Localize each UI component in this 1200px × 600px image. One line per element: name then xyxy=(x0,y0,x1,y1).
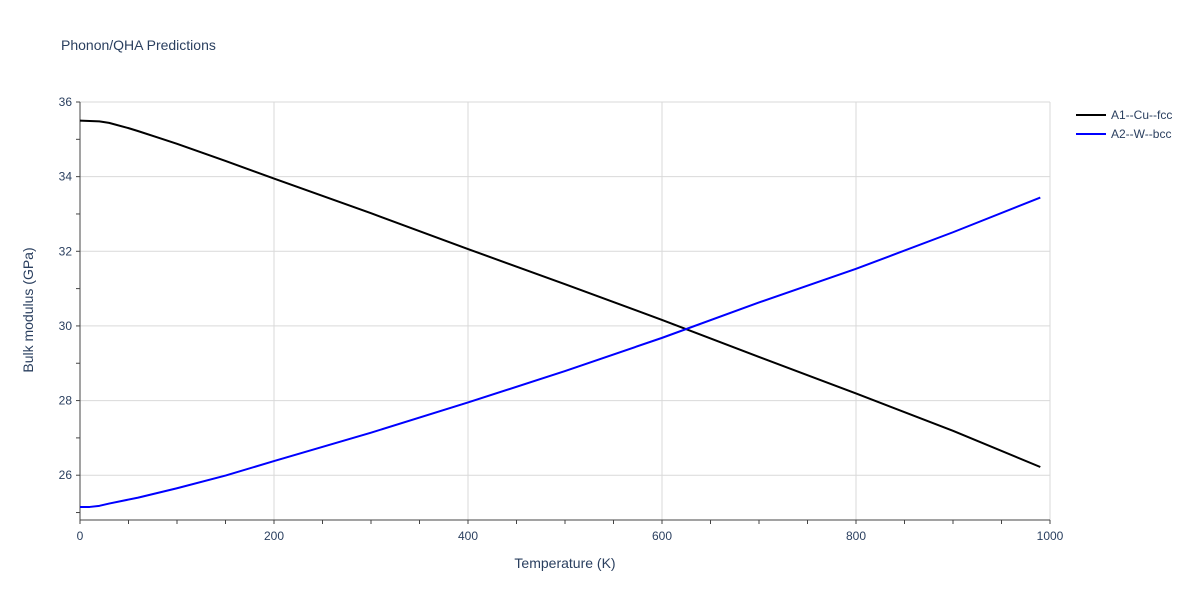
legend-label: A2--W--bcc xyxy=(1111,127,1171,141)
x-tick-label: 400 xyxy=(458,529,478,543)
series-line-1 xyxy=(79,119,1041,468)
y-tick-label: 36 xyxy=(59,95,73,109)
y-tick-label: 28 xyxy=(59,394,73,408)
y-axis-ticks: 26 28 30 32 34 36 xyxy=(59,95,73,482)
grid-lines xyxy=(80,101,1051,520)
y-tick-label: 32 xyxy=(59,244,73,258)
x-tick-label: 0 xyxy=(77,529,84,543)
x-tick-label: 1000 xyxy=(1037,529,1064,543)
plot-area xyxy=(79,119,1041,508)
x-tick-label: 600 xyxy=(652,529,672,543)
legend-label: A1--Cu--fcc xyxy=(1111,108,1172,122)
x-tick-label: 800 xyxy=(846,529,866,543)
legend[interactable]: A1--Cu--fcc A2--W--bcc xyxy=(1076,108,1172,141)
x-axis-title: Temperature (K) xyxy=(514,555,615,571)
x-axis-ticks: 0 200 400 600 800 1000 xyxy=(77,529,1064,543)
series-line-2 xyxy=(80,196,1041,508)
axes xyxy=(76,101,1051,524)
legend-item-1[interactable]: A1--Cu--fcc xyxy=(1076,108,1172,122)
y-tick-label: 30 xyxy=(59,319,73,333)
legend-item-2[interactable]: A2--W--bcc xyxy=(1076,127,1171,141)
y-tick-label: 26 xyxy=(59,468,73,482)
chart-title: Phonon/QHA Predictions xyxy=(61,37,216,53)
x-tick-label: 200 xyxy=(264,529,284,543)
y-tick-label: 34 xyxy=(59,170,73,184)
y-axis-title: Bulk modulus (GPa) xyxy=(20,247,36,372)
